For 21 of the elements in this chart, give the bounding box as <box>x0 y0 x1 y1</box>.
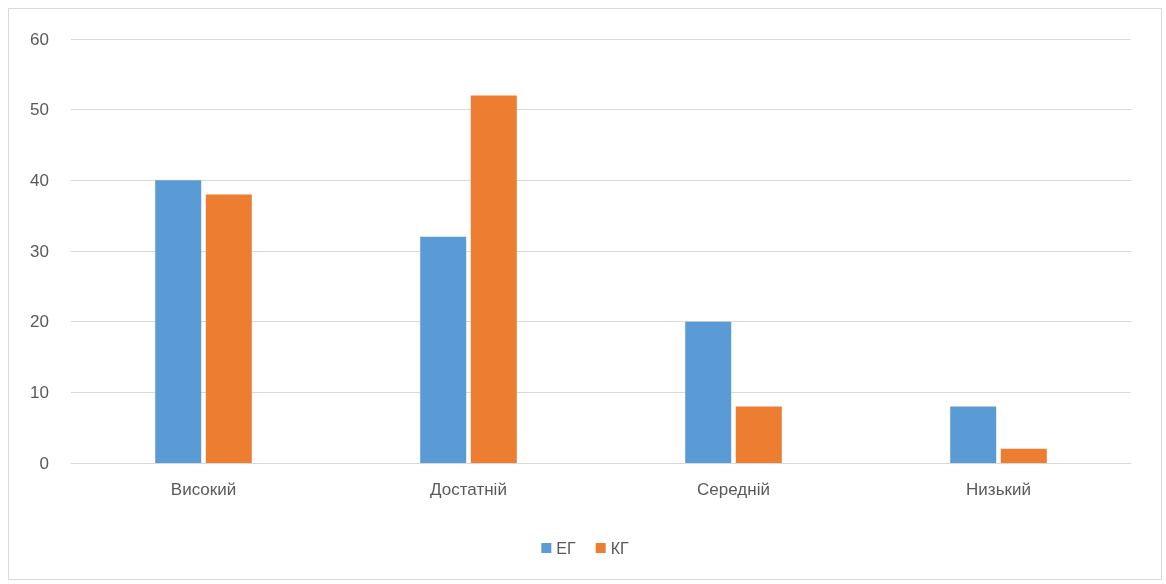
bar <box>205 194 252 463</box>
y-tick-label: 60 <box>30 29 49 49</box>
y-tick-label: 0 <box>39 453 49 473</box>
bar <box>155 180 202 463</box>
bar <box>950 406 997 463</box>
y-tick-label: 20 <box>30 312 49 332</box>
x-tick-label: Високий <box>170 480 237 499</box>
bar <box>735 406 782 463</box>
legend-label: КГ <box>610 539 629 557</box>
bar <box>470 95 517 463</box>
x-tick-label: Низький <box>966 480 1031 499</box>
bar <box>1000 448 1047 463</box>
bar <box>685 321 732 463</box>
bar <box>420 236 467 463</box>
x-tick-label: Достатній <box>430 480 507 499</box>
y-tick-label: 10 <box>30 382 49 402</box>
legend-label: ЕГ <box>556 539 577 557</box>
x-tick-label: Середній <box>697 480 770 499</box>
y-tick-label: 30 <box>30 241 49 261</box>
y-tick-label: 50 <box>30 100 49 120</box>
y-tick-label: 40 <box>30 170 49 190</box>
